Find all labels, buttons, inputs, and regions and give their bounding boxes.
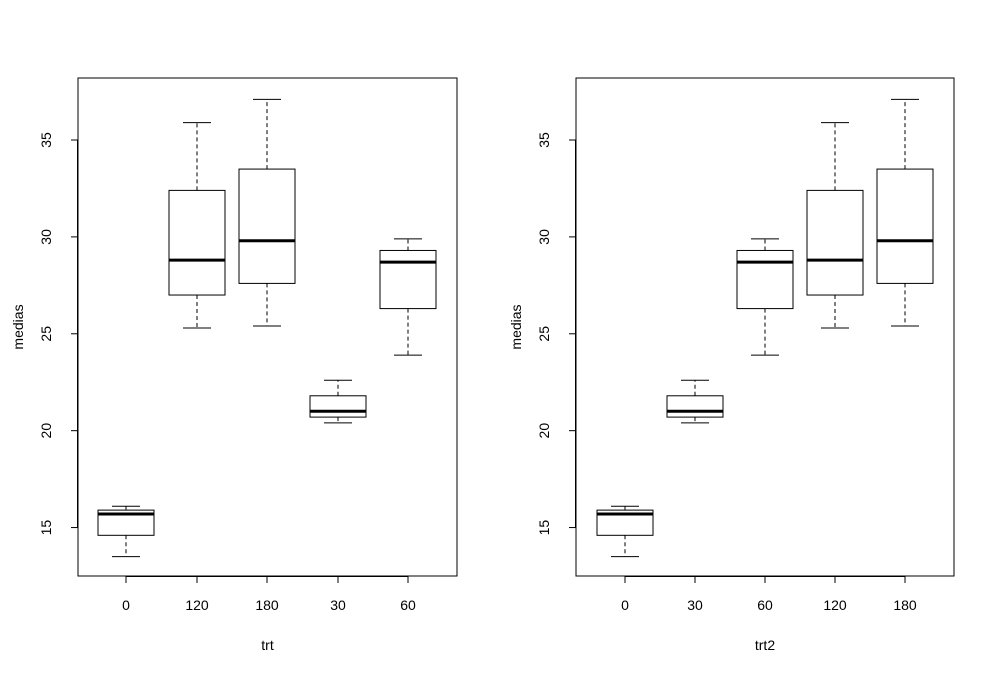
box-0: [596, 505, 654, 558]
x-tick-label: 180: [893, 597, 917, 613]
y-tick-label: 15: [38, 520, 54, 536]
x-tick-label: 30: [687, 597, 703, 613]
y-tick-label: 15: [536, 520, 552, 536]
chart-panel-2: 15 20 25 30 35 0 30 60 120 180 trt2 medias: [508, 77, 955, 653]
y-axis-title: medias: [508, 304, 524, 349]
y-axis-title: medias: [10, 304, 26, 349]
iqr-box: [309, 395, 367, 418]
box-180: [238, 98, 296, 327]
y-tick-label: 25: [536, 326, 552, 342]
iqr-box: [736, 249, 794, 310]
box-60: [736, 238, 794, 356]
x-tick-label: 120: [185, 597, 209, 613]
box-120: [806, 122, 864, 329]
y-tick-label: 35: [38, 132, 54, 148]
y-tick-label: 20: [38, 423, 54, 439]
x-tick-label: 180: [255, 597, 279, 613]
y-tick-label: 35: [536, 132, 552, 148]
box-30: [309, 379, 367, 424]
iqr-box: [876, 168, 934, 284]
y-tick-label: 20: [536, 423, 552, 439]
y-tick-label: 30: [536, 229, 552, 245]
y-tick-label: 25: [38, 326, 54, 342]
x-tick-label: 60: [400, 597, 416, 613]
box-120: [168, 122, 226, 329]
y-tick-label: 30: [38, 229, 54, 245]
iqr-box: [168, 189, 226, 296]
box-60: [379, 238, 437, 356]
x-axis-title: trt: [261, 637, 274, 653]
box-30: [666, 379, 724, 424]
iqr-box: [379, 249, 437, 310]
x-tick-label: 120: [823, 597, 847, 613]
iqr-box: [238, 168, 296, 284]
x-axis-title: trt2: [755, 637, 775, 653]
box-0: [97, 505, 155, 558]
x-tick-label: 30: [330, 597, 346, 613]
iqr-box: [806, 189, 864, 296]
x-tick-label: 0: [621, 597, 629, 613]
chart-panel-1: 15 20 25 30 35 0 120 180 30 60 trt medias: [10, 77, 458, 653]
x-tick-label: 60: [757, 597, 773, 613]
iqr-box: [666, 395, 724, 418]
plot-frame: [575, 77, 955, 577]
x-tick-label: 0: [122, 597, 130, 613]
box-180: [876, 98, 934, 327]
